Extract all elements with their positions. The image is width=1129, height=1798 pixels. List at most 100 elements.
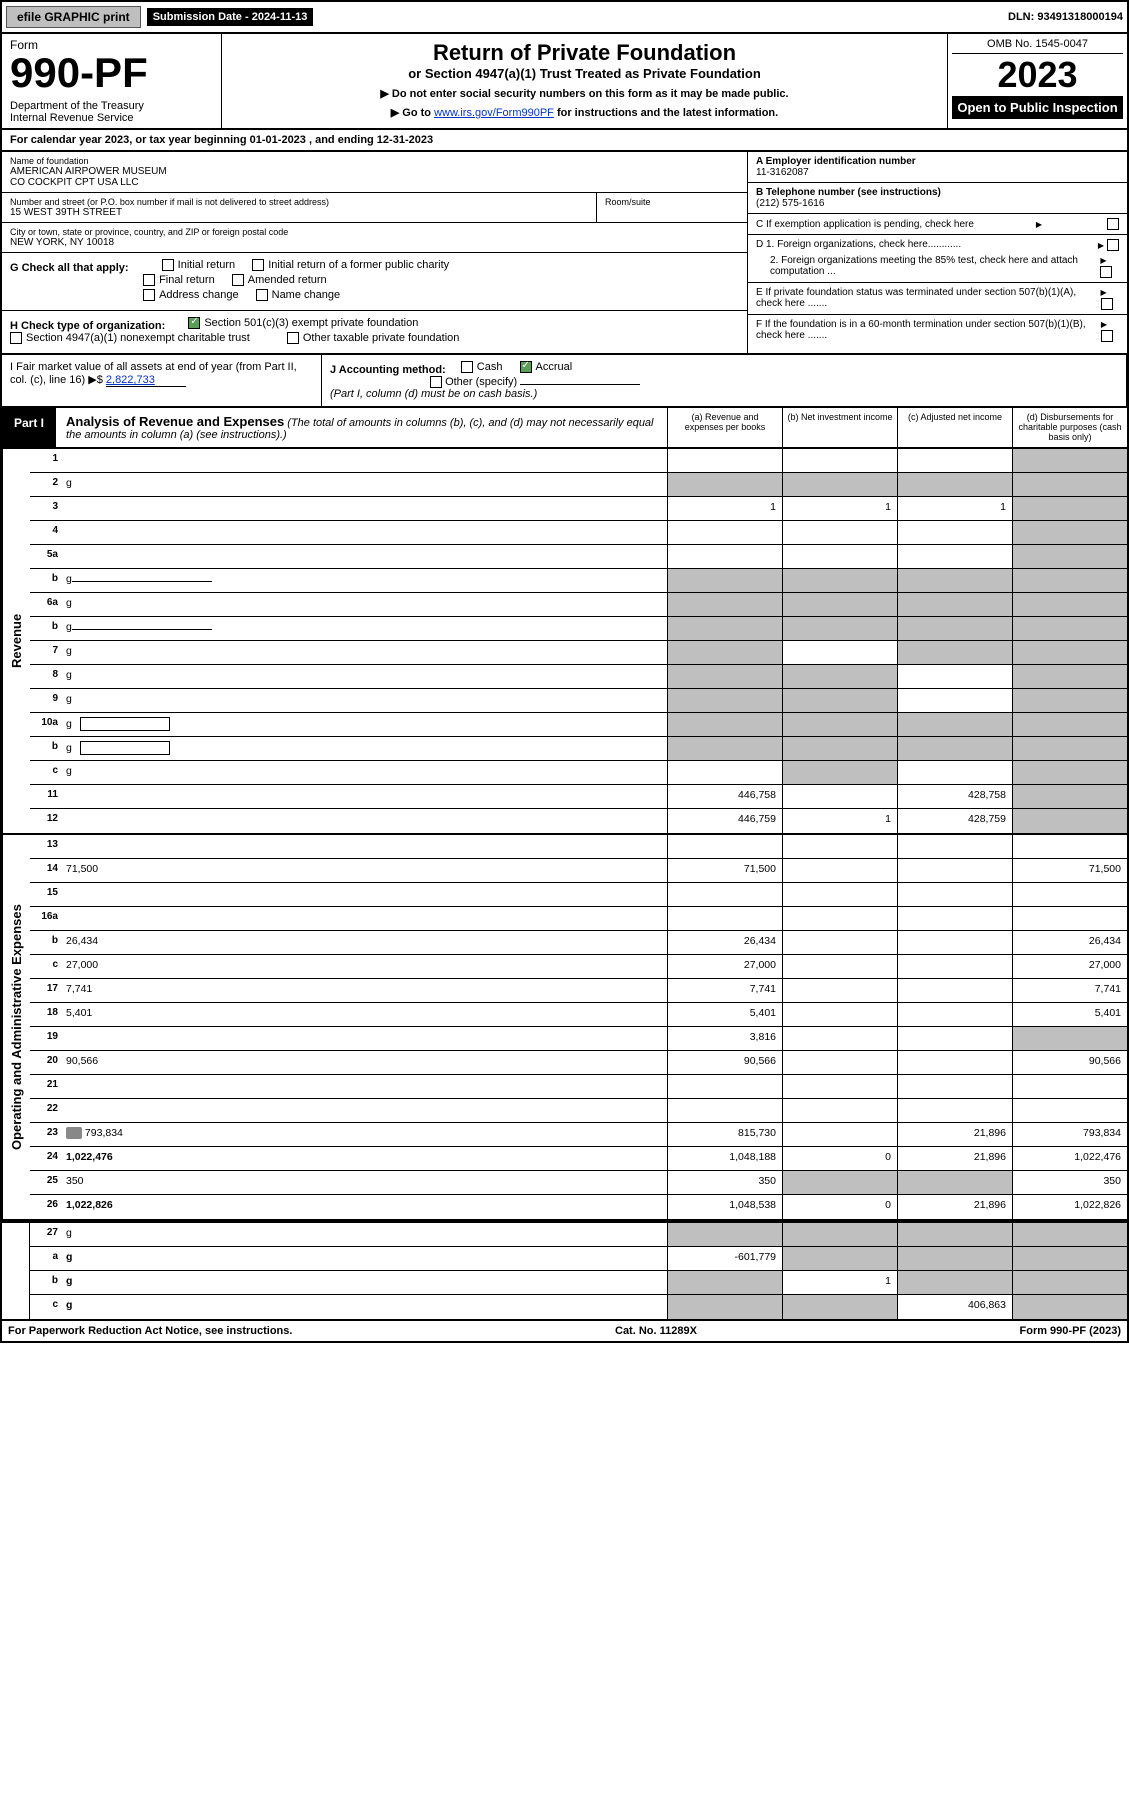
- final-return-checkbox[interactable]: [143, 274, 155, 286]
- col-b-cell: 1: [782, 497, 897, 520]
- col-a-cell: [667, 473, 782, 496]
- col-b-cell: [782, 1099, 897, 1122]
- d2-checkbox[interactable]: [1100, 266, 1112, 278]
- col-d-cell: [1012, 569, 1127, 592]
- f-checkbox[interactable]: [1101, 330, 1113, 342]
- line-number: 6a: [30, 593, 62, 616]
- col-b-cell: [782, 907, 897, 930]
- e-checkbox[interactable]: [1101, 298, 1113, 310]
- col-c-cell: [897, 907, 1012, 930]
- line-number: b: [30, 1271, 62, 1294]
- col-a-cell: [667, 907, 782, 930]
- col-b-cell: [782, 1075, 897, 1098]
- initial-return-former-checkbox[interactable]: [252, 259, 264, 271]
- table-row: 23 793,834815,73021,896793,834: [30, 1123, 1127, 1147]
- col-b-cell: [782, 713, 897, 736]
- attachment-icon[interactable]: [66, 1127, 82, 1139]
- line-description: [62, 497, 667, 520]
- col-a-cell: 26,434: [667, 931, 782, 954]
- col-a-cell: 446,758: [667, 785, 782, 808]
- submission-date-badge: Submission Date - 2024-11-13: [147, 8, 314, 26]
- j-cash: Cash: [477, 361, 503, 373]
- col-a-cell: [667, 689, 782, 712]
- line-description: g: [62, 713, 667, 736]
- col-d-cell: [1012, 835, 1127, 858]
- col-c-cell: [897, 641, 1012, 664]
- line-description: g: [62, 689, 667, 712]
- instr-2-pre: ▶ Go to: [391, 107, 434, 119]
- table-row: bg: [30, 617, 1127, 641]
- other-taxable-checkbox[interactable]: [287, 332, 299, 344]
- amended-return-checkbox[interactable]: [232, 274, 244, 286]
- c-checkbox[interactable]: [1107, 218, 1119, 230]
- line-number: b: [30, 617, 62, 640]
- fmv-value[interactable]: 2,822,733: [106, 374, 186, 387]
- col-d-cell: [1012, 617, 1127, 640]
- line-number: 17: [30, 979, 62, 1002]
- inline-input-box[interactable]: [80, 741, 170, 755]
- table-row: 241,022,4761,048,188021,8961,022,476: [30, 1147, 1127, 1171]
- table-row: 261,022,8261,048,538021,8961,022,826: [30, 1195, 1127, 1219]
- table-row: bg: [30, 737, 1127, 761]
- name-change-checkbox[interactable]: [256, 289, 268, 301]
- form-subtitle: or Section 4947(a)(1) Trust Treated as P…: [228, 66, 941, 81]
- cash-checkbox[interactable]: [461, 361, 473, 373]
- col-b-header: (b) Net investment income: [782, 408, 897, 447]
- col-d-cell: 27,000: [1012, 955, 1127, 978]
- dept-label: Department of the Treasury Internal Reve…: [10, 100, 213, 124]
- line-description: [62, 835, 667, 858]
- footer-mid: Cat. No. 11289X: [615, 1325, 697, 1337]
- col-c-cell: [897, 737, 1012, 760]
- d1-checkbox[interactable]: [1107, 239, 1119, 251]
- col-d-cell: [1012, 689, 1127, 712]
- col-b-cell: [782, 545, 897, 568]
- accrual-checkbox[interactable]: [520, 361, 532, 373]
- col-a-cell: 350: [667, 1171, 782, 1194]
- phone-label: B Telephone number (see instructions): [756, 187, 941, 198]
- line-number: 8: [30, 665, 62, 688]
- 4947a1-checkbox[interactable]: [10, 332, 22, 344]
- col-b-cell: [782, 737, 897, 760]
- inline-input-box[interactable]: [80, 717, 170, 731]
- line-number: 15: [30, 883, 62, 906]
- line-number: 22: [30, 1099, 62, 1122]
- col-c-cell: 21,896: [897, 1195, 1012, 1219]
- line-number: 3: [30, 497, 62, 520]
- phone-value: (212) 575-1616: [756, 198, 824, 209]
- col-a-cell: [667, 883, 782, 906]
- footer-right: Form 990-PF (2023): [1020, 1325, 1121, 1337]
- line-number: 19: [30, 1027, 62, 1050]
- 501c3-checkbox[interactable]: [188, 317, 200, 329]
- col-d-cell: [1012, 545, 1127, 568]
- col-d-cell: [1012, 473, 1127, 496]
- initial-return-checkbox[interactable]: [162, 259, 174, 271]
- line-number: 20: [30, 1051, 62, 1074]
- d2-label: 2. Foreign organizations meeting the 85%…: [756, 255, 1100, 278]
- col-d-cell: [1012, 1271, 1127, 1294]
- table-row: 4: [30, 521, 1127, 545]
- col-b-cell: [782, 1247, 897, 1270]
- col-c-cell: 428,758: [897, 785, 1012, 808]
- f-label: F If the foundation is in a 60-month ter…: [756, 319, 1101, 342]
- other-method-checkbox[interactable]: [430, 376, 442, 388]
- city-label: City or town, state or province, country…: [10, 227, 739, 237]
- col-b-cell: [782, 1051, 897, 1074]
- g-opt-3: Initial return of a former public charit…: [268, 259, 449, 271]
- table-row: 12446,7591428,759: [30, 809, 1127, 833]
- efile-print-button[interactable]: efile GRAPHIC print: [6, 6, 141, 28]
- col-a-cell: -601,779: [667, 1247, 782, 1270]
- instr-2-post: for instructions and the latest informat…: [557, 107, 778, 119]
- table-row: 27g: [30, 1223, 1127, 1247]
- g-label: G Check all that apply:: [10, 262, 129, 274]
- line-description: 7,741: [62, 979, 667, 1002]
- line-description: [62, 1075, 667, 1098]
- address-change-checkbox[interactable]: [143, 289, 155, 301]
- line-description: [62, 883, 667, 906]
- form990pf-link[interactable]: www.irs.gov/Form990PF: [434, 107, 554, 119]
- part1-title: Analysis of Revenue and Expenses: [66, 414, 284, 429]
- g-opt-4: Amended return: [248, 274, 327, 286]
- col-d-cell: [1012, 713, 1127, 736]
- line-description: g: [62, 1223, 667, 1246]
- col-b-cell: [782, 931, 897, 954]
- col-b-cell: 0: [782, 1195, 897, 1219]
